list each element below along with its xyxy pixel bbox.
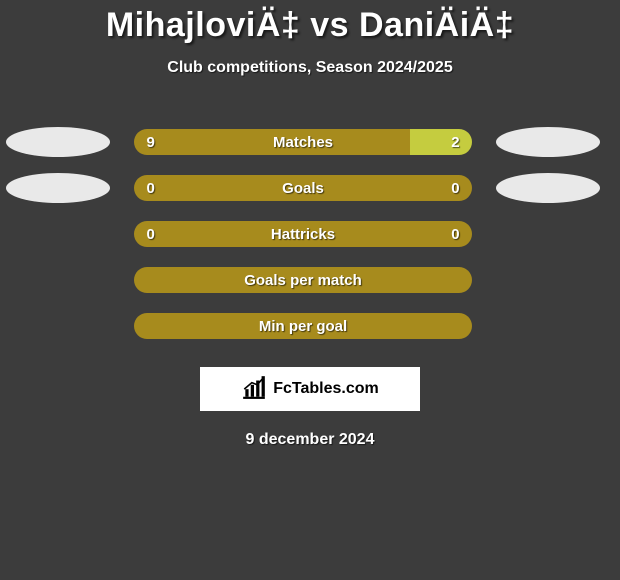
bar-left-segment: [134, 221, 471, 247]
right-value: 2: [451, 129, 459, 155]
bar-left-segment: [134, 267, 471, 293]
bar-left-segment: [134, 129, 410, 155]
bar-chart-icon: [241, 374, 267, 405]
stat-bar: 9 Matches 2: [134, 129, 471, 155]
comparison-card: MihajloviÄ‡ vs DaniÄiÄ‡ Club competition…: [0, 0, 620, 580]
left-value: 0: [146, 221, 154, 247]
footer-text: FcTables.com: [273, 380, 379, 398]
stat-row: Goals per match: [0, 257, 620, 303]
bar-right-segment: [410, 129, 471, 155]
stat-bar: Min per goal: [134, 313, 471, 339]
player-left-ellipse: [6, 127, 110, 157]
player-right-ellipse: [496, 173, 600, 203]
stat-bar: Goals per match: [134, 267, 471, 293]
bar-left-segment: [134, 313, 471, 339]
player-right-ellipse: [496, 127, 600, 157]
bar-left-segment: [134, 175, 471, 201]
stat-row: Min per goal: [0, 303, 620, 349]
left-value: 0: [146, 175, 154, 201]
footer-attribution[interactable]: FcTables.com: [200, 367, 420, 411]
stat-row: 9 Matches 2: [0, 119, 620, 165]
stat-row: 0 Goals 0: [0, 165, 620, 211]
subtitle: Club competitions, Season 2024/2025: [0, 59, 620, 77]
right-value: 0: [451, 175, 459, 201]
page-title: MihajloviÄ‡ vs DaniÄiÄ‡: [0, 0, 620, 45]
stat-bar: 0 Hattricks 0: [134, 221, 471, 247]
right-value: 0: [451, 221, 459, 247]
generation-date: 9 december 2024: [0, 431, 620, 449]
player-left-ellipse: [6, 173, 110, 203]
stat-row: 0 Hattricks 0: [0, 211, 620, 257]
stat-bar: 0 Goals 0: [134, 175, 471, 201]
stat-rows: 9 Matches 2 0 Goals 0 0: [0, 119, 620, 349]
left-value: 9: [146, 129, 154, 155]
